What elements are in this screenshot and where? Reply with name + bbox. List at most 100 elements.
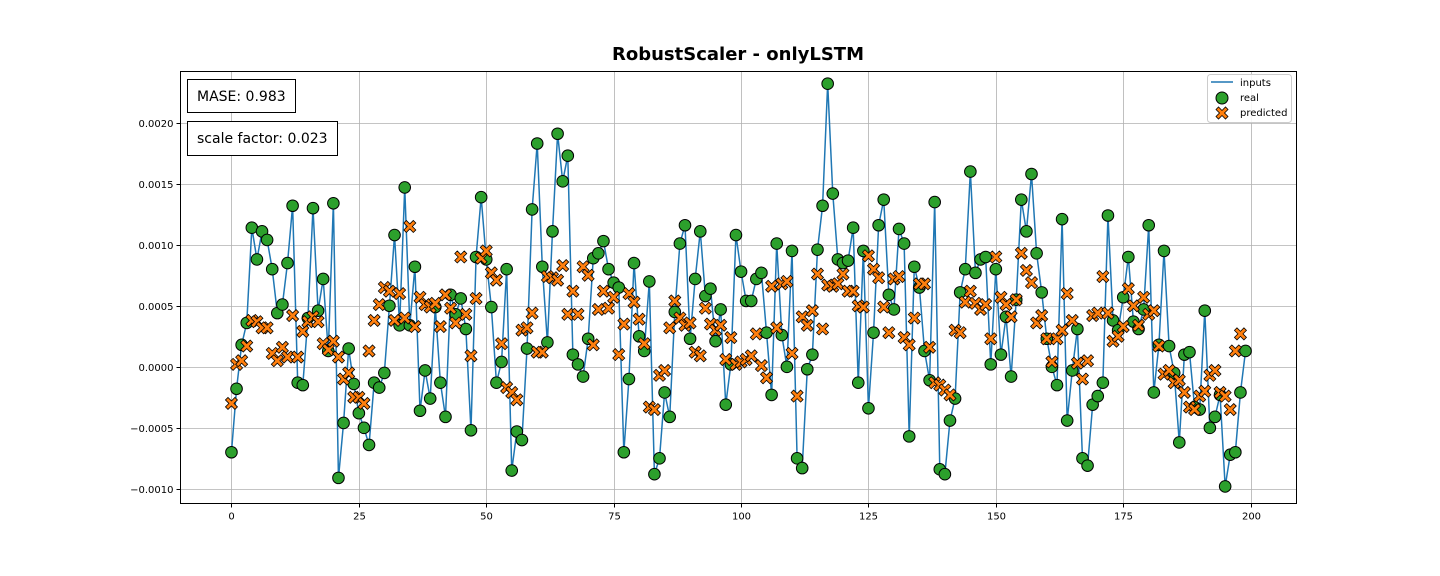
predicted-point — [856, 300, 870, 314]
predicted-point — [759, 371, 774, 385]
predicted-point — [601, 301, 616, 315]
predicted-point — [1223, 402, 1237, 417]
x-tick-label: 50 — [480, 512, 493, 523]
real-point — [1030, 247, 1043, 260]
real-point — [276, 298, 289, 311]
predicted-point — [693, 349, 707, 363]
legend-label-real: real — [1240, 93, 1259, 104]
real-point — [408, 260, 422, 274]
predicted-point — [387, 313, 402, 328]
predicted-point — [872, 271, 886, 285]
real-point — [1147, 386, 1161, 399]
real-point — [938, 467, 952, 481]
real-point — [663, 410, 677, 424]
real-point — [709, 334, 722, 348]
marker-layer — [224, 77, 1252, 493]
y-tick-label: −0.0010 — [130, 485, 173, 496]
real-point — [398, 181, 412, 194]
real-point — [225, 445, 238, 459]
real-point — [286, 199, 299, 213]
predicted-point — [1065, 313, 1079, 328]
real-point — [551, 127, 564, 141]
predicted-point — [469, 291, 483, 306]
predicted-point — [1050, 332, 1064, 346]
real-point — [556, 175, 569, 188]
real-point — [989, 262, 1003, 276]
predicted-point — [979, 298, 993, 312]
predicted-point — [892, 269, 906, 284]
predicted-point — [989, 250, 1003, 264]
real-point — [1157, 244, 1171, 258]
real-point — [490, 376, 503, 389]
real-point — [342, 342, 355, 355]
real-point — [1101, 209, 1115, 222]
real-point — [306, 201, 320, 215]
real-point — [1183, 345, 1196, 359]
real-point — [729, 228, 743, 242]
predicted-point — [566, 284, 580, 298]
predicted-point — [433, 319, 447, 334]
predicted-point — [861, 249, 876, 263]
predicted-point — [1070, 356, 1084, 370]
predicted-point — [408, 319, 422, 334]
predicted-point — [714, 318, 728, 332]
predicted-point — [627, 295, 641, 309]
real-point — [546, 225, 559, 238]
real-point — [362, 438, 376, 452]
predicted-point — [367, 313, 381, 328]
real-point — [678, 218, 692, 232]
predicted-point — [1019, 263, 1033, 277]
real-point — [530, 137, 544, 150]
real-point — [800, 362, 814, 376]
real-point — [230, 382, 243, 396]
predicted-point — [1162, 363, 1176, 378]
predicted-point — [235, 354, 249, 368]
real-point — [500, 262, 513, 276]
x-tick-label: 25 — [353, 512, 366, 523]
predicted-point — [403, 219, 417, 234]
real-point — [592, 247, 605, 260]
real-point — [908, 260, 921, 274]
predicted-point — [780, 274, 794, 288]
predicted-point — [1228, 344, 1242, 358]
real-point — [1025, 167, 1038, 181]
predicted-point — [581, 268, 595, 282]
real-point — [1198, 304, 1212, 317]
legend-label-predicted: predicted — [1240, 108, 1287, 119]
real-point — [770, 237, 784, 250]
real-point — [347, 377, 361, 391]
real-point — [1050, 378, 1064, 392]
predicted-point — [362, 344, 376, 358]
predicted-point — [1009, 293, 1023, 307]
real-point — [683, 332, 697, 346]
y-tick-label: 0.0010 — [139, 241, 174, 252]
real-point — [602, 262, 615, 276]
predicted-point — [576, 260, 590, 274]
predicted-point — [1152, 339, 1166, 353]
y-tick-label: 0.0005 — [139, 302, 174, 313]
predicted-point — [637, 337, 651, 351]
predicted-point — [357, 396, 371, 410]
real-point — [765, 388, 778, 402]
predicted-point — [882, 326, 896, 340]
predicted-point — [724, 330, 738, 345]
real-point — [597, 234, 610, 248]
real-point — [265, 262, 279, 276]
y-tick-label: −0.0005 — [130, 424, 173, 435]
real-point — [826, 187, 840, 200]
real-point — [964, 165, 977, 178]
real-point — [744, 294, 758, 308]
real-point — [505, 464, 519, 477]
real-point — [612, 281, 626, 294]
scale-factor-annotation-text: scale factor: 0.023 — [197, 131, 328, 147]
predicted-point — [785, 346, 799, 360]
real-point — [1096, 376, 1110, 389]
predicted-point — [698, 301, 712, 315]
predicted-point — [1218, 389, 1232, 403]
predicted-point — [647, 402, 661, 417]
predicted-point — [1121, 282, 1135, 296]
real-point — [785, 244, 799, 258]
predicted-point — [999, 298, 1013, 312]
predicted-point — [1035, 309, 1049, 323]
real-point — [413, 404, 427, 418]
